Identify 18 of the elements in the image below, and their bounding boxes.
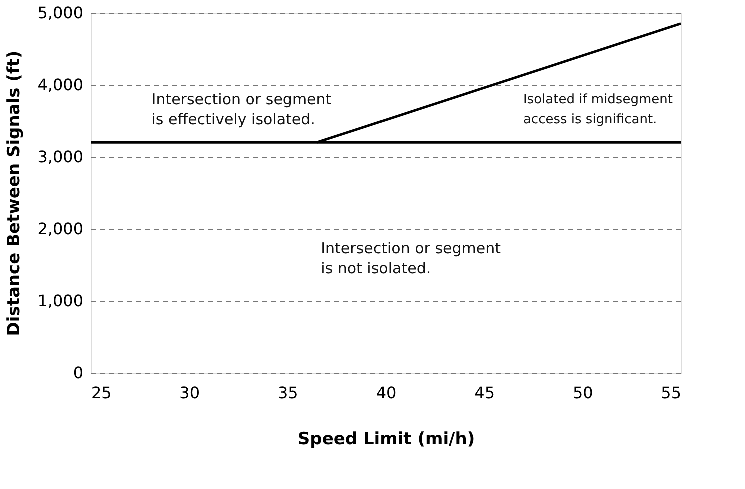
x-tick-label: 50 [572,384,594,402]
annotation: Intersection or segment is effectively isolated. [152,90,332,128]
y-tick-label: 3,000 [38,148,84,166]
y-tick-label: 4,000 [38,76,84,94]
x-axis-title: Speed Limit (mi/h) [298,430,476,450]
y-axis-title: Distance Between Signals (ft) [4,50,25,336]
x-tick-label: 30 [180,384,200,402]
annotation: Isolated if midsegment access is significant. [523,92,673,128]
y-tick-label: 0 [73,364,84,382]
y-tick-label: 5,000 [38,4,84,22]
x-tick-label: 55 [661,384,682,402]
x-tick-label: 25 [92,384,112,402]
x-tick-label: 40 [376,384,397,402]
annotation: Intersection or segment is not isolated. [321,239,502,278]
y-tick-label: 1,000 [38,292,84,310]
x-tick-label: 35 [278,384,298,402]
x-tick-label: 45 [474,384,496,402]
y-tick-label: 2,000 [38,220,84,238]
